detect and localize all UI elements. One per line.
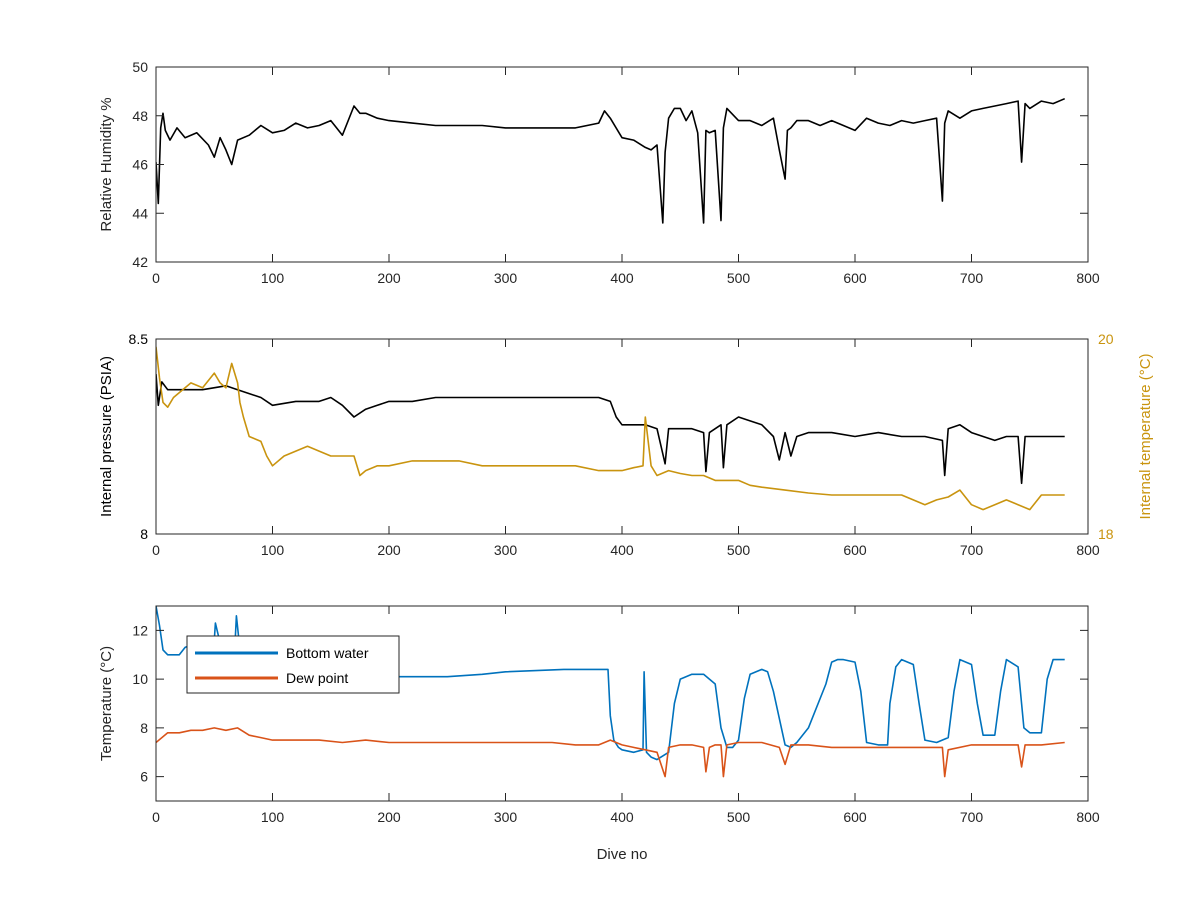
y-right-tick-label: 18 xyxy=(1098,526,1114,542)
x-tick-label: 800 xyxy=(1076,270,1100,286)
y-tick-label: 46 xyxy=(132,157,148,173)
x-tick-label: 300 xyxy=(494,542,518,558)
x-tick-label: 100 xyxy=(261,809,285,825)
x-tick-label: 400 xyxy=(610,809,634,825)
axes-box xyxy=(155,605,1089,802)
y-right-axis-label: Internal temperature (°C) xyxy=(1137,353,1154,519)
x-tick-label: 600 xyxy=(843,809,867,825)
x-tick-label: 700 xyxy=(960,542,984,558)
y-tick-label: 8 xyxy=(140,720,148,736)
x-tick-label: 0 xyxy=(152,270,160,286)
x-axis-label: Dive no xyxy=(597,846,648,863)
pressure-temperature-panel: 0 100 200 300 400 500 600 700 800 8 8.5 18 20 Interna… xyxy=(98,331,1154,558)
legend-box xyxy=(186,635,400,694)
y-tick-label: 8.5 xyxy=(129,331,149,347)
series-0-line xyxy=(156,374,1065,485)
humidity-panel: 0 100 200 300 400 500 600 700 800 42 44 46 48 50 Relat… xyxy=(98,59,1100,286)
x-tick-label: 300 xyxy=(494,270,518,286)
x-tick-label: 200 xyxy=(377,809,401,825)
series-0-line xyxy=(156,97,1066,224)
y-tick-label: 50 xyxy=(132,59,148,75)
y-axis-label: Internal pressure (PSIA) xyxy=(98,356,115,517)
y-axis-label: Temperature (°C) xyxy=(98,646,115,761)
x-tick-label: 0 xyxy=(152,542,160,558)
legend: Bottom water Dew point xyxy=(186,635,400,694)
x-tick-label: 500 xyxy=(727,809,751,825)
x-tick-label: 500 xyxy=(727,542,751,558)
y-tick-label: 12 xyxy=(132,622,148,638)
x-tick-label: 100 xyxy=(261,270,285,286)
x-tick-label: 800 xyxy=(1076,809,1100,825)
temperature-panel: 0 100 200 300 400 500 600 700 800 6 8 10 12 Temperatu… xyxy=(98,605,1100,863)
x-tick-label: 600 xyxy=(843,542,867,558)
x-tick-label: 200 xyxy=(377,270,401,286)
x-tick-label: 300 xyxy=(494,809,518,825)
x-tick-label: 400 xyxy=(610,270,634,286)
dew-point-line xyxy=(156,727,1065,778)
axes-box xyxy=(155,66,1089,263)
x-tick-label: 600 xyxy=(843,270,867,286)
x-tick-label: 800 xyxy=(1076,542,1100,558)
y-tick-label: 42 xyxy=(132,254,148,270)
y-tick-label: 6 xyxy=(140,769,148,785)
y-tick-label: 44 xyxy=(132,205,148,221)
y-tick-label: 48 xyxy=(132,108,148,124)
x-tick-label: 100 xyxy=(261,542,285,558)
bottom-water-line xyxy=(156,606,1065,761)
x-tick-label: 500 xyxy=(727,270,751,286)
x-tick-label: 400 xyxy=(610,542,634,558)
y-right-tick-label: 20 xyxy=(1098,331,1114,347)
legend-entry: Dew point xyxy=(286,670,348,686)
x-tick-label: 700 xyxy=(960,270,984,286)
x-tick-label: 200 xyxy=(377,542,401,558)
y-tick-label: 10 xyxy=(132,671,148,687)
legend-entry: Bottom water xyxy=(286,645,369,661)
x-tick-label: 0 xyxy=(152,809,160,825)
y-tick-label: 8 xyxy=(140,526,148,542)
x-tick-label: 700 xyxy=(960,809,984,825)
series-1-line xyxy=(156,346,1065,511)
y-axis-label: Relative Humidity % xyxy=(98,97,115,231)
